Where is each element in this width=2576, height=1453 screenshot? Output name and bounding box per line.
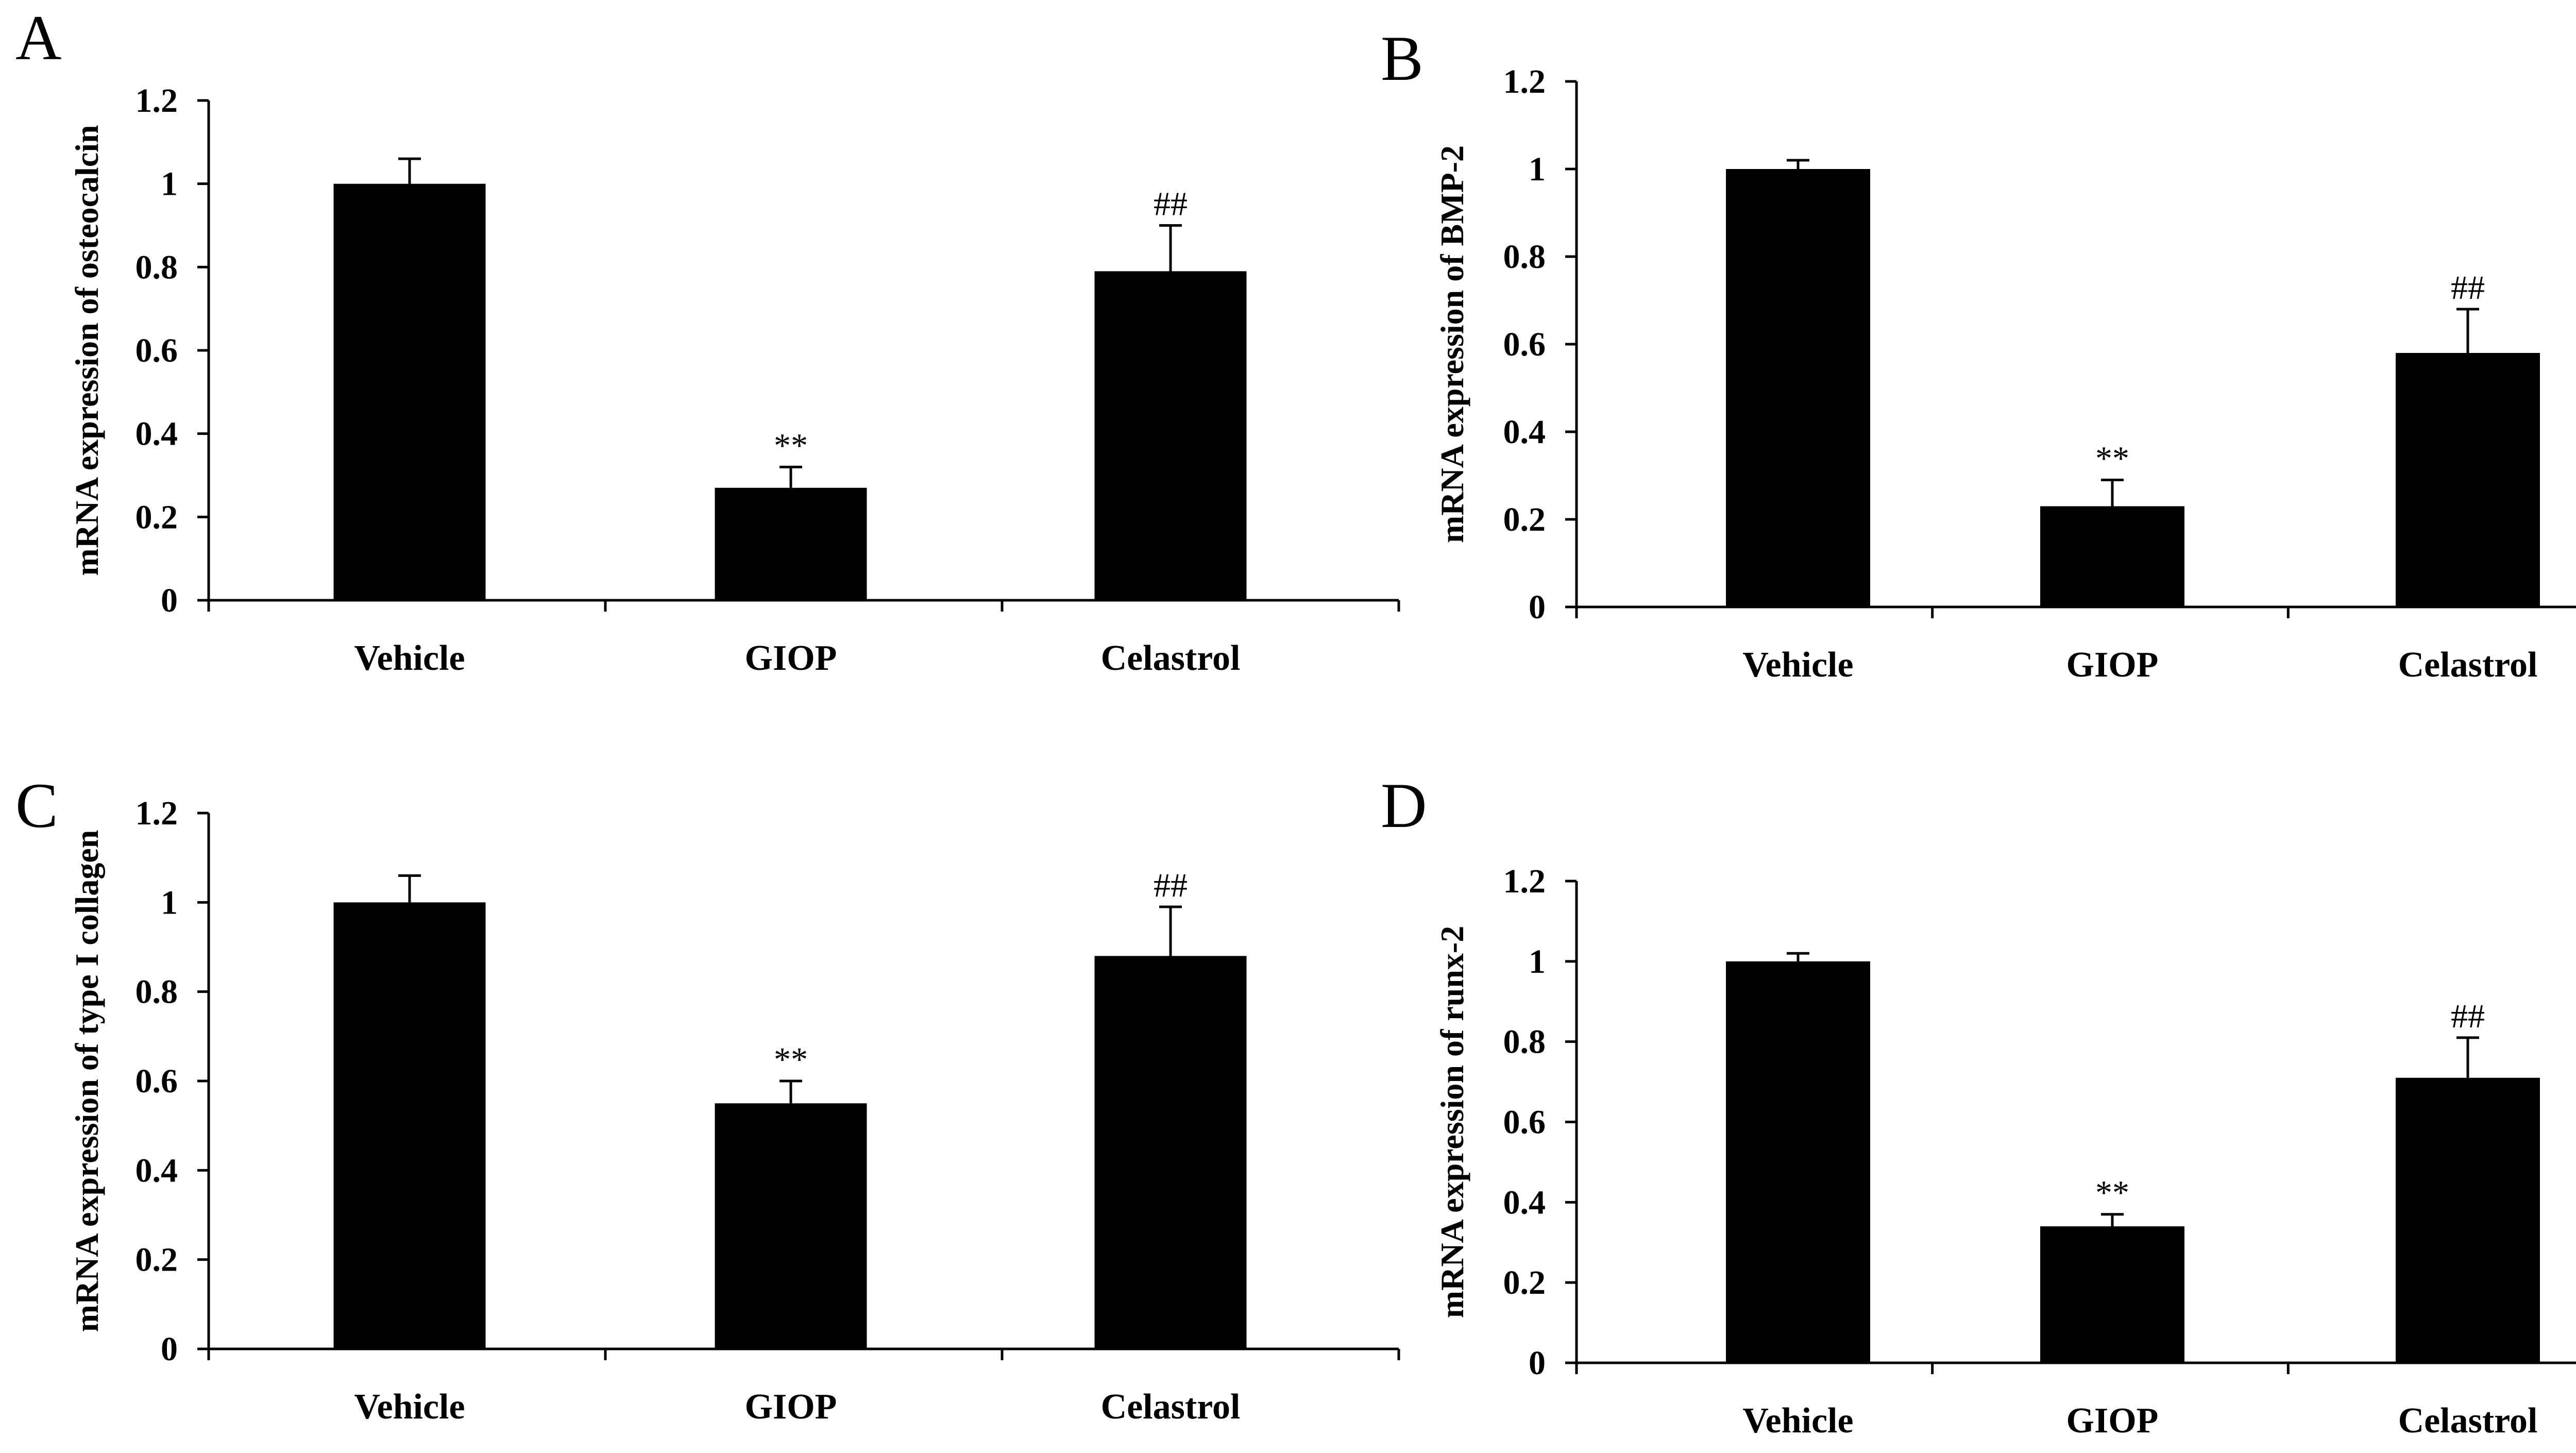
y-tick-label: 0	[161, 582, 178, 619]
bar-giop	[715, 487, 867, 600]
bar-giop	[2040, 1226, 2184, 1363]
y-axis-title: mRNA expression of BMP-2	[1434, 145, 1470, 543]
y-tick-label: 0	[1529, 1344, 1546, 1382]
x-category-label: Vehicle	[354, 638, 465, 678]
y-tick-label: 0.8	[1503, 1023, 1546, 1061]
y-tick-label: 0.4	[135, 1152, 178, 1189]
chart-panel-b: B 0 0.2 0.4 0.6 0.8 1 1.2 mRNA expression of BMP…	[1381, 23, 2576, 685]
y-tick-label: 0.2	[1503, 501, 1546, 538]
y-tick-label: 0.2	[135, 1241, 178, 1279]
y-axis-title: mRNA expression of runx-2	[1434, 926, 1470, 1319]
bar-celastrol	[1094, 271, 1247, 600]
y-tick-label: 0.6	[1503, 326, 1546, 363]
y-tick-label: 0.8	[135, 248, 178, 286]
x-category-label: Celastrol	[1101, 1387, 1241, 1427]
x-category-label: GIOP	[2066, 1401, 2159, 1441]
x-category-label: GIOP	[2066, 645, 2159, 685]
bar-vehicle	[333, 183, 486, 601]
significance-label: **	[774, 1041, 808, 1078]
significance-label: ##	[2451, 269, 2485, 307]
bar-giop	[715, 1103, 867, 1349]
y-tick-label: 0.6	[135, 332, 178, 369]
x-category-label: Vehicle	[354, 1387, 465, 1427]
y-tick-label: 0.4	[1503, 413, 1546, 451]
significance-label: **	[774, 427, 808, 464]
bar-giop	[2040, 506, 2184, 607]
y-tick-label: 1.2	[135, 82, 178, 120]
significance-label: **	[2095, 440, 2129, 478]
y-tick-label: 1	[161, 165, 178, 203]
x-category-label: Celastrol	[1101, 638, 1241, 678]
bar-celastrol	[2396, 1077, 2540, 1363]
bar-vehicle	[1726, 961, 1870, 1363]
y-tick-label: 1	[161, 884, 178, 921]
bar-vehicle	[1726, 169, 1870, 607]
significance-label: ##	[1154, 185, 1188, 223]
chart-panel-a: A 0 0.2 0.4 0.6 0.8 1 1.2 mRNA expression of ost…	[15, 3, 1400, 678]
y-tick-label: 1.2	[1503, 63, 1546, 100]
significance-label: ##	[1154, 867, 1188, 904]
x-category-label: Celastrol	[2398, 1401, 2538, 1441]
y-tick-label: 0.2	[1503, 1264, 1546, 1302]
panel-label: A	[15, 3, 62, 73]
bar-vehicle	[333, 902, 486, 1349]
y-tick-label: 1	[1529, 150, 1546, 188]
y-tick-label: 0	[161, 1330, 178, 1368]
y-tick-label: 0.4	[135, 415, 178, 453]
x-category-label: Vehicle	[1742, 645, 1853, 685]
y-tick-label: 0.8	[1503, 238, 1546, 276]
x-category-label: Celastrol	[2398, 645, 2538, 685]
y-tick-label: 0.6	[135, 1062, 178, 1100]
panel-label: D	[1381, 770, 1427, 841]
bar-celastrol	[2396, 353, 2540, 607]
y-tick-label: 1	[1529, 943, 1546, 981]
y-tick-label: 0	[1529, 588, 1546, 626]
x-category-label: Vehicle	[1742, 1401, 1853, 1441]
bar-celastrol	[1094, 956, 1247, 1349]
chart-panel-c: C 0 0.2 0.4 0.6 0.8 1 1.2 mRNA expression of typ…	[15, 770, 1400, 1427]
y-axis-title: mRNA expression of type I collagen	[69, 830, 105, 1332]
significance-label: ##	[2451, 998, 2485, 1035]
x-category-label: GIOP	[745, 638, 837, 678]
y-tick-label: 0.8	[135, 973, 178, 1011]
y-tick-label: 1.2	[135, 795, 178, 832]
x-category-label: GIOP	[745, 1387, 837, 1427]
y-tick-label: 0.6	[1503, 1104, 1546, 1141]
y-tick-label: 1.2	[1503, 863, 1546, 900]
y-axis-title: mRNA expression of osteocalcin	[69, 125, 105, 576]
y-tick-label: 0.4	[1503, 1184, 1546, 1221]
panel-label: B	[1381, 23, 1423, 94]
chart-panel-d: D 0 0.2 0.4 0.6 0.8 1 1.2 mRNA expression of run…	[1381, 770, 2576, 1441]
panel-label: C	[15, 770, 58, 841]
y-tick-label: 0.2	[135, 498, 178, 536]
significance-label: **	[2095, 1174, 2129, 1212]
